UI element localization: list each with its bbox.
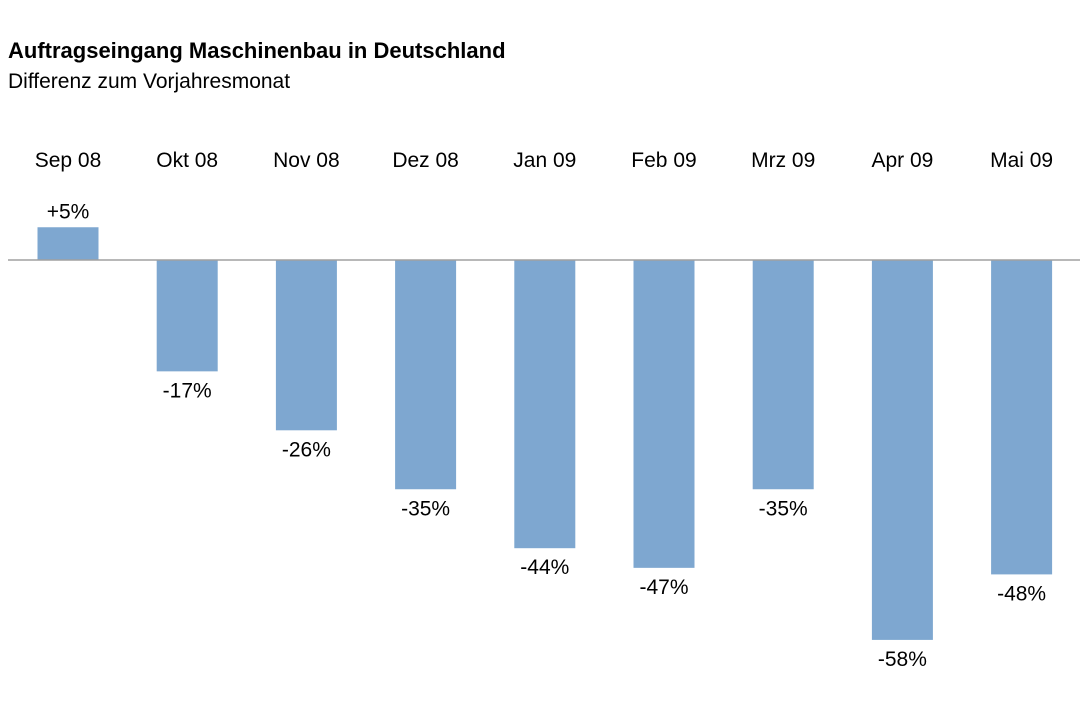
category-label: Mai 09	[990, 149, 1053, 172]
bar	[991, 260, 1053, 575]
data-label: -35%	[401, 497, 450, 520]
category-label: Sep 08	[35, 149, 102, 172]
data-label: -44%	[520, 556, 569, 579]
bar	[752, 260, 814, 490]
data-label: -17%	[163, 379, 212, 402]
data-labels: +5% -17% -26% -35% -44% -47% -35% -58% -48%	[47, 200, 1046, 671]
data-label: -26%	[282, 438, 331, 461]
data-label: -48%	[997, 582, 1046, 605]
category-label: Jan 09	[513, 149, 576, 172]
bar	[514, 260, 576, 549]
category-label: Feb 09	[631, 149, 696, 172]
data-label: -47%	[639, 576, 688, 599]
bar	[871, 260, 933, 640]
chart-title: Auftragseingang Maschinenbau in Deutschl…	[8, 38, 506, 63]
data-label: +5%	[47, 200, 90, 223]
category-label: Apr 09	[871, 149, 933, 172]
data-label: -58%	[878, 648, 927, 671]
category-label: Nov 08	[273, 149, 340, 172]
category-label: Mrz 09	[751, 149, 815, 172]
data-label: -35%	[759, 497, 808, 520]
category-labels: Sep 08 Okt 08 Nov 08 Dez 08 Jan 09 Feb 09 Mrz …	[35, 149, 1053, 172]
bar	[275, 260, 337, 431]
bars	[37, 227, 1053, 640]
bar	[395, 260, 457, 490]
bar	[37, 227, 99, 260]
bar	[633, 260, 695, 568]
chart-subtitle: Differenz zum Vorjahresmonat	[8, 70, 291, 93]
category-label: Okt 08	[156, 149, 218, 172]
bar	[156, 260, 218, 372]
category-label: Dez 08	[392, 149, 459, 172]
